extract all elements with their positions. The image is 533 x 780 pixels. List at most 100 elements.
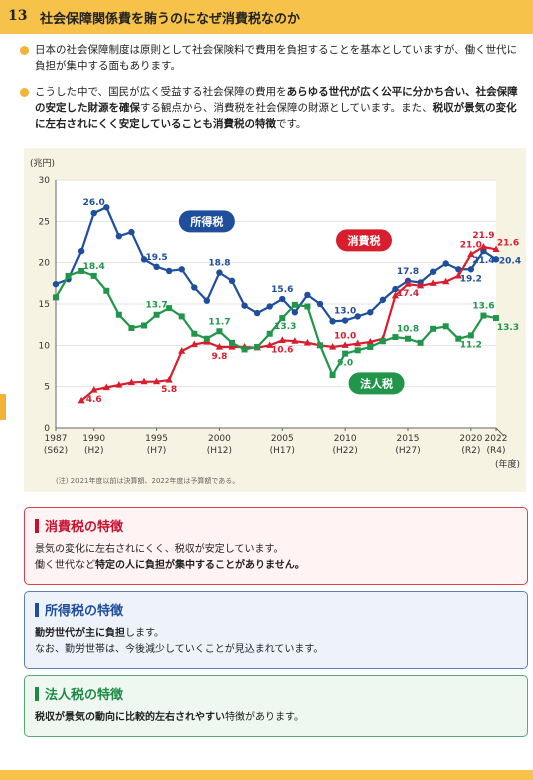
bullet-paragraph-1: 日本の社会保障制度は原則として社会保険料で費用を負担することを基本としていますが… [20,42,525,76]
y-unit-label: (兆円) [30,158,55,169]
bullet-emphasis: 税収が景気の変化に左右されにくく安定していることも消費税の特徴 [35,102,517,130]
data-point [78,267,85,274]
data-point [379,296,387,304]
data-point [77,247,85,255]
data-point [266,303,273,310]
x-tick-sublabel: (H12) [207,446,232,456]
data-point [467,250,475,257]
data-point [140,256,148,263]
series-legend-label: 消費税 [348,233,381,247]
data-point [354,347,361,354]
x-tick-label: 2020 [459,434,482,444]
data-point [304,303,311,310]
data-point [90,209,97,217]
data-point [455,266,462,273]
data-point [178,266,185,273]
title-bar [35,519,39,533]
tax-revenue-chart: 0 5 10 15 20 25 30 (兆円) 1987 (S62) 1990 (H2) 1995 (H7… [24,148,526,492]
x-tick-label: 2010 [334,434,357,444]
data-point [341,317,349,324]
data-label: 10.6 [271,345,293,355]
series-legend-label: 法人税 [360,376,393,390]
data-point [102,383,110,391]
data-point [328,342,337,350]
data-label: 10.0 [334,331,356,341]
data-point [52,280,60,288]
data-point [190,340,198,348]
data-point [166,305,173,312]
data-point [467,332,474,339]
card-segment: 景気の変化に左右されにくく、税収が安定しています。 [35,544,284,555]
data-point [253,309,261,317]
card-emphasis: 税収が景気の動向に比較的左右されやすい [35,712,225,723]
data-point [405,335,411,342]
data-label: 20.4 [499,256,521,266]
data-label: 9.8 [211,352,227,362]
data-point [341,341,349,348]
data-point [367,309,374,316]
x-tick-label: 2015 [397,434,420,444]
data-point [90,385,98,393]
data-point [90,272,97,279]
data-point [115,233,123,240]
bullet-paragraph-2: こうした中で、国民が広く受益する社会保障の費用をあらゆる世代が広く公平に分かち合… [20,84,525,136]
data-point [454,271,462,279]
data-point [203,297,211,304]
data-point [480,312,487,319]
data-point [291,301,298,308]
card-segment: します。 [125,628,164,639]
y-tick-label: 20 [39,259,51,269]
data-label: 26.0 [83,198,105,208]
data-point [115,311,122,318]
x-tick-sublabel: (R2) [461,446,480,456]
data-point [127,378,136,386]
consumption-tax-card: 消費税の特徴 景気の変化に左右されにくく、税収が安定しています。 働く世代など特定… [24,507,528,585]
data-point [229,339,235,346]
data-point [404,280,412,287]
x-tick-sublabel: (H22) [333,446,358,456]
data-point [493,315,499,322]
data-point [416,281,425,289]
card-line: なお、勤労世帯は、今後減少していくことが見込まれています。 [35,642,323,658]
card-body: 景気の変化に左右されにくく、税収が安定しています。 働く世代など特定の人に負担が集… [35,542,305,574]
series-legend-badge [178,210,235,233]
data-label: 11.7 [208,317,230,327]
data-point [141,322,147,329]
data-point [303,338,312,346]
x-tick-sublabel: (S62) [44,446,68,456]
x-tick-label: 1990 [82,434,105,444]
data-point [103,287,110,294]
page-footer-bar [0,770,533,780]
data-label: 13.6 [472,302,494,312]
series-legend-badge [336,229,392,252]
data-point [392,285,399,293]
page-title: 社会保障関係費を賄うのになぜ消費税なのか [40,12,301,27]
data-point [329,318,336,325]
data-point [391,291,400,299]
data-point [241,346,248,353]
data-point [492,256,500,263]
data-label: 21.0 [460,240,482,250]
data-label: 13.0 [334,307,356,317]
data-point [215,342,224,350]
card-segment: なお、勤労世帯は、今後減少していくことが見込まれています。 [35,644,324,655]
bullet-dot-icon [20,88,29,97]
data-point [65,272,72,279]
x-tick-label: 1987 [45,434,68,444]
data-point [178,313,185,320]
bullet-segment: する観点から、消費税を社会保障の財源としています。また、 [140,102,433,114]
data-point [165,376,173,383]
y-tick-label: 30 [39,176,51,186]
data-label: 13.3 [274,322,296,332]
data-label: 5.8 [161,385,177,395]
x-tick-sublabel: (H2) [84,446,104,456]
card-segment: 特徴があります。 [225,712,304,723]
y-tick-label: 0 [44,424,50,434]
y-tick-label: 10 [39,341,51,351]
bullet-text: こうした中で、国民が広く受益する社会保障の費用をあらゆる世代が広く公平に分かち合… [35,84,525,132]
card-body: 税収が景気の動向に比較的左右されやすい特徴があります。 [35,710,304,726]
card-title-text: 法人税の特徴 [45,688,124,703]
card-title: 所得税の特徴 [35,600,123,619]
card-line: 景気の変化に左右されにくく、税収が安定しています。 [35,542,305,558]
data-point [304,291,311,299]
